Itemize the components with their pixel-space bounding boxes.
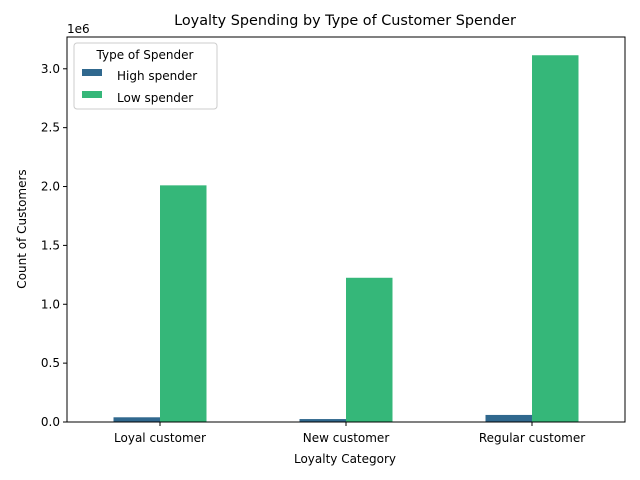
bar-high-spender-new-customer — [299, 419, 346, 422]
legend-swatch-low-spender — [82, 91, 102, 98]
y-offset-label: 1e6 — [67, 22, 90, 36]
x-tick-label-new-customer: New customer — [303, 431, 390, 445]
x-tick-label-regular-customer: Regular customer — [479, 431, 585, 445]
y-tick-label: 0.5 — [41, 356, 60, 370]
bar-low-spender-loyal-customer — [160, 185, 207, 422]
x-axis: Loyal customer New customer Regular custom… — [114, 422, 585, 445]
legend: Type of Spender High spender Low spender — [73, 42, 218, 110]
bar-low-spender-regular-customer — [532, 55, 579, 422]
y-tick-label: 1.5 — [41, 238, 60, 252]
y-tick-label: 2.5 — [41, 121, 60, 135]
legend-label-low-spender: Low spender — [117, 91, 193, 105]
legend-label-high-spender: High spender — [117, 69, 197, 83]
x-tick-label-loyal-customer: Loyal customer — [114, 431, 206, 445]
bar-low-spender-new-customer — [346, 277, 393, 422]
y-axis: 0.0 0.5 1.0 1.5 2.0 2.5 3.0 — [41, 62, 67, 429]
bar-high-spender-loyal-customer — [113, 417, 160, 422]
chart-title: Loyalty Spending by Type of Customer Spe… — [174, 13, 516, 29]
legend-frame — [73, 42, 218, 110]
y-tick-label: 3.0 — [41, 62, 60, 76]
y-tick-label: 2.0 — [41, 180, 60, 194]
bar-high-spender-regular-customer — [485, 414, 532, 422]
y-axis-label: Count of Customers — [15, 169, 29, 288]
bars-group — [113, 55, 579, 422]
legend-title: Type of Spender — [96, 48, 194, 62]
y-tick-label: 0.0 — [41, 415, 60, 429]
legend-swatch-high-spender — [82, 69, 102, 76]
plot-frame — [66, 36, 626, 423]
x-axis-label: Loyalty Category — [294, 452, 396, 466]
y-tick-label: 1.0 — [41, 297, 60, 311]
